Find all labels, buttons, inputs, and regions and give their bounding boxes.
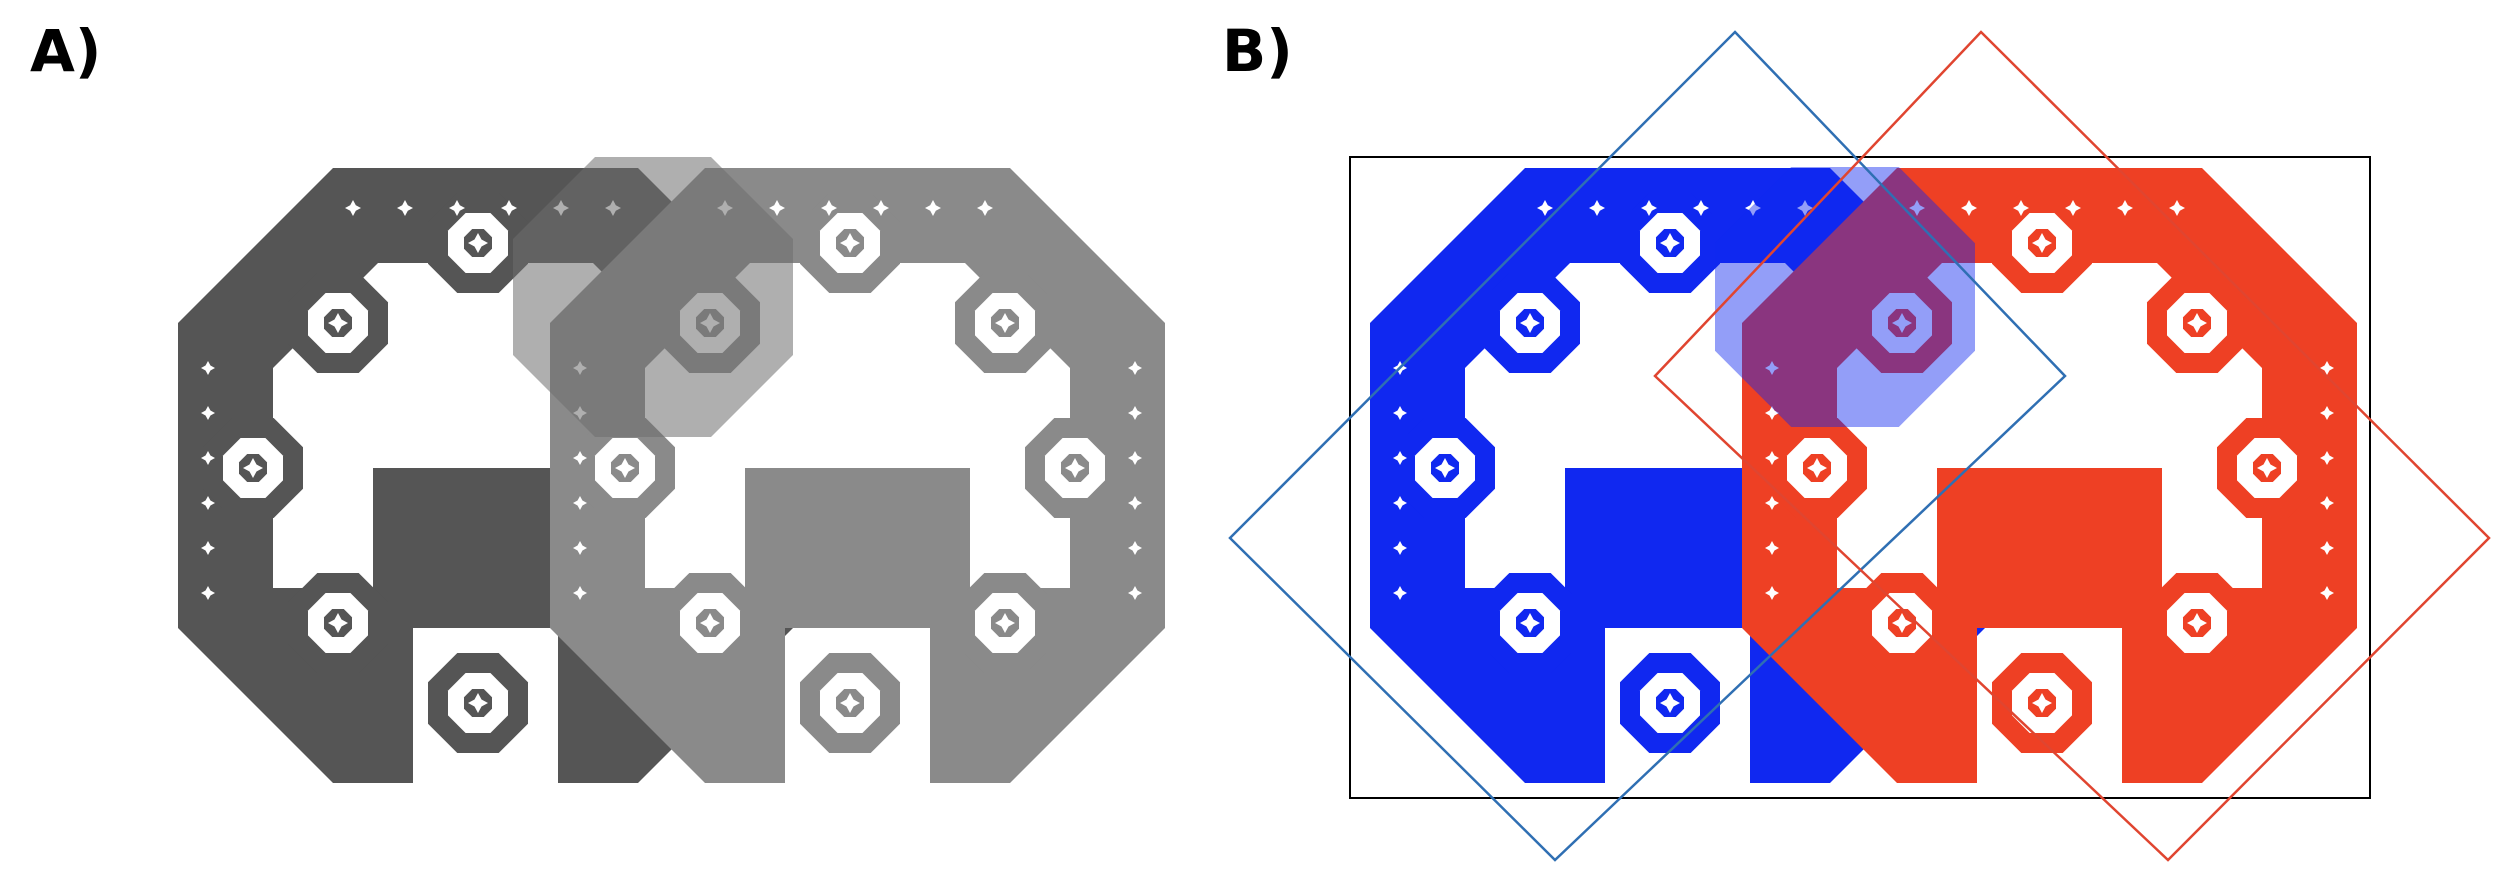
tile-left-sub-notch xyxy=(468,233,488,253)
left-rotated-square xyxy=(1228,30,2067,862)
tile-right-red-edge-notch xyxy=(2320,451,2334,465)
tile-right-edge-notch xyxy=(1128,496,1142,510)
tile-right-edge-notch xyxy=(1128,406,1142,420)
tile-right-red-edge-notch xyxy=(2013,200,2029,216)
tile-left-blue-edge-notch xyxy=(1393,496,1407,510)
tile-right-red-sub-notch xyxy=(2187,313,2207,333)
tile-left-blue-sub-notch xyxy=(1660,233,1680,253)
tile-right-red-edge-notch xyxy=(1961,200,1977,216)
overlap-region xyxy=(513,157,793,437)
tile-right-red-edge-notch xyxy=(2117,200,2133,216)
tile-right-edge-notch xyxy=(1128,361,1142,375)
tile-right-red xyxy=(1742,168,2357,783)
tile-right-edge-notch xyxy=(977,200,993,216)
tile-right-sub-notch xyxy=(1065,458,1085,478)
right-rotated-square xyxy=(1653,30,2491,862)
tile-right-red-edge-notch xyxy=(1765,496,1779,510)
tile-right-red-sub-notch xyxy=(1892,313,1912,333)
tile-left-sub-notch xyxy=(328,613,348,633)
tile-left-edge-notch xyxy=(201,361,215,375)
tile-right-sub-notch xyxy=(615,458,635,478)
tile-right-red-sub-notch xyxy=(2257,458,2277,478)
tile-right-sub-notch xyxy=(840,693,860,713)
tile-left-blue-edge-notch xyxy=(1537,200,1553,216)
tile-right-edge-notch xyxy=(1128,451,1142,465)
tile-left-sub-notch xyxy=(468,693,488,713)
tile-left-edge-notch xyxy=(501,200,517,216)
tile-left-edge-notch xyxy=(345,200,361,216)
tile-left-blue-sub-notch xyxy=(1660,693,1680,713)
tile-right-red-edge-notch xyxy=(1765,451,1779,465)
tile-right-red-edge-notch xyxy=(2320,361,2334,375)
tile-left-edge-notch xyxy=(201,541,215,555)
tile-right-red-edge-notch xyxy=(2320,541,2334,555)
tile-right-edge-notch xyxy=(925,200,941,216)
tile-left-blue-sub-notch xyxy=(1520,313,1540,333)
tile-right-edge-notch xyxy=(769,200,785,216)
tile-right-red-edge-notch xyxy=(2320,586,2334,600)
tile-right-red-edge-notch xyxy=(1765,586,1779,600)
overlap-region-blue xyxy=(1715,167,1975,427)
tile-left-edge-notch xyxy=(201,406,215,420)
tile-right-red-edge-notch xyxy=(2065,200,2081,216)
tile-left-blue-edge-notch xyxy=(1393,406,1407,420)
tile-right-edge-notch xyxy=(873,200,889,216)
tile-right-edge-notch xyxy=(573,586,587,600)
tile-right-edge-notch xyxy=(1128,586,1142,600)
tile-left-sub-notch xyxy=(243,458,263,478)
tile-right-edge-notch xyxy=(573,451,587,465)
tile-left-blue-edge-notch xyxy=(1393,451,1407,465)
panel-a-fractal-figure xyxy=(178,157,1165,783)
panel-b-fractal-figure xyxy=(1228,30,2491,862)
tile-right-edge-notch xyxy=(821,200,837,216)
tile-left-blue-edge-notch xyxy=(1745,200,1761,216)
tile-right-red-edge-notch xyxy=(1765,541,1779,555)
tile-left-edge-notch xyxy=(449,200,465,216)
tile-right-red-sub-notch xyxy=(1807,458,1827,478)
tile-right-red-edge-notch xyxy=(2169,200,2185,216)
tile-right-red-edge-notch xyxy=(2320,406,2334,420)
tile-right-red-edge-notch xyxy=(1909,200,1925,216)
tile-left-edge-notch xyxy=(397,200,413,216)
tile-right-edge-notch xyxy=(573,496,587,510)
tile-right-sub-notch xyxy=(995,313,1015,333)
tile-left-blue-edge-notch xyxy=(1641,200,1657,216)
tile-left-edge-notch xyxy=(201,451,215,465)
tile-left-blue-edge-notch xyxy=(1797,200,1813,216)
tile-right-red-sub-notch xyxy=(2187,613,2207,633)
tile-right-red-sub-notch xyxy=(2032,233,2052,253)
tile-right-edge-notch xyxy=(1128,541,1142,555)
panel-a-tiles xyxy=(178,157,1165,783)
tile-left-blue-edge-notch xyxy=(1589,200,1605,216)
tile-left-blue-edge-notch xyxy=(1393,586,1407,600)
tile-left-blue-sub-notch xyxy=(1435,458,1455,478)
tile-right-red-edge-notch xyxy=(1765,361,1779,375)
tile-left-blue-sub-notch xyxy=(1520,613,1540,633)
tile-right-red-sub-notch xyxy=(1892,613,1912,633)
bounding-box-frame xyxy=(1349,156,2371,799)
panel-b-tiles xyxy=(1370,167,2357,783)
tile-right-red-edge-notch xyxy=(2320,496,2334,510)
tile-right-sub-notch xyxy=(840,233,860,253)
tile-left-blue-edge-notch xyxy=(1693,200,1709,216)
tile-right-edge-notch xyxy=(573,541,587,555)
tile-right-sub-notch xyxy=(995,613,1015,633)
tile-left-blue-edge-notch xyxy=(1393,541,1407,555)
panel-a-label: A) xyxy=(30,17,102,85)
tile-left-edge-notch xyxy=(201,586,215,600)
tile-right-red-sub-notch xyxy=(2032,693,2052,713)
tile-right-sub-notch xyxy=(700,613,720,633)
tile-left-edge-notch xyxy=(201,496,215,510)
tile-right-red-edge-notch xyxy=(1765,406,1779,420)
panel-b-label: B) xyxy=(1222,17,1293,85)
tile-left-sub-notch xyxy=(328,313,348,333)
